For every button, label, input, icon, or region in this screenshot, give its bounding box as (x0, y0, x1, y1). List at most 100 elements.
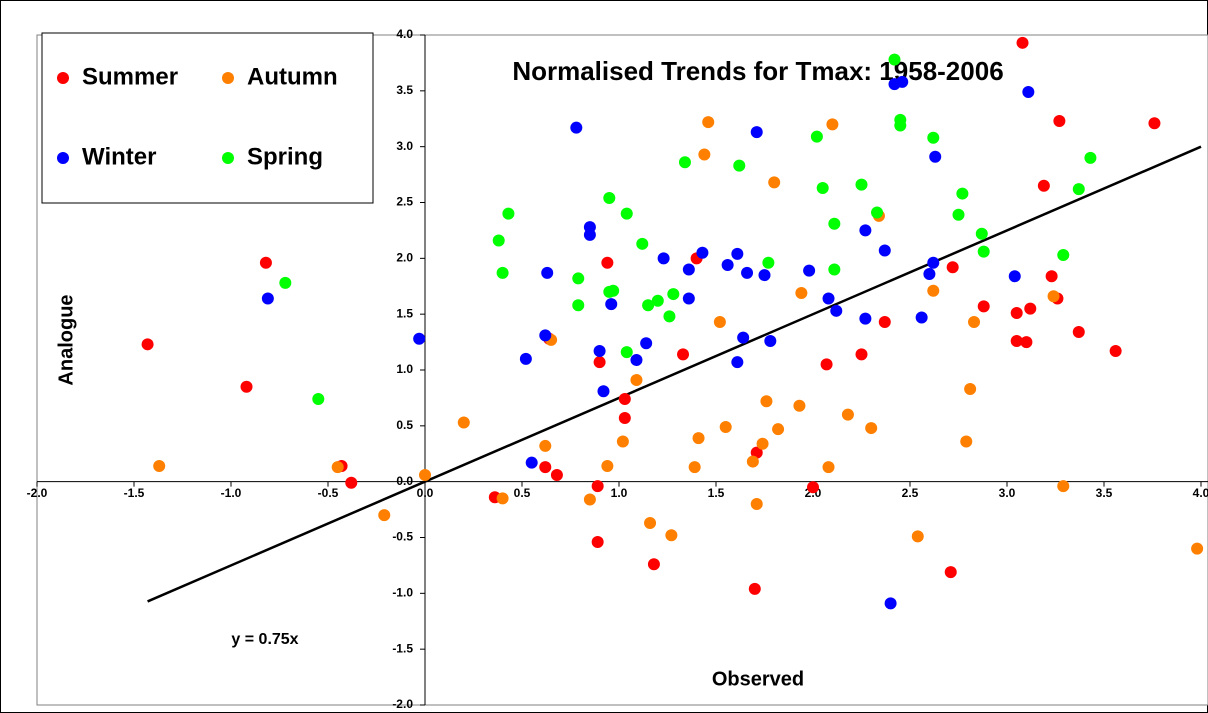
data-point (539, 461, 552, 474)
data-point (816, 181, 829, 194)
x-tick-label: 3.0 (999, 486, 1016, 500)
data-point (807, 481, 819, 494)
data-point (640, 337, 653, 350)
y-tick-label: 3.5 (396, 83, 413, 97)
x-tick-label: 0.5 (514, 486, 531, 500)
data-point (795, 286, 808, 299)
y-tick-label: 0.0 (396, 474, 413, 488)
data-point (1016, 36, 1029, 49)
data-point (768, 176, 781, 189)
data-point (764, 334, 777, 347)
x-tick-label: 3.5 (1096, 486, 1113, 500)
data-point (855, 178, 868, 191)
data-point (572, 299, 585, 312)
data-point (539, 329, 552, 342)
data-point (748, 582, 761, 595)
data-point (1024, 302, 1037, 315)
data-point (572, 272, 585, 285)
data-point (826, 118, 839, 131)
data-point (756, 437, 769, 450)
data-point (677, 348, 690, 361)
data-point (603, 192, 616, 205)
legend-label: Summer (82, 63, 178, 90)
data-point (644, 516, 657, 529)
data-point (731, 356, 744, 369)
data-point (519, 352, 532, 365)
data-point (865, 422, 878, 435)
legend-label: Winter (82, 143, 156, 170)
data-point (620, 346, 633, 359)
data-point (878, 244, 891, 257)
data-point (496, 492, 509, 505)
data-point (952, 208, 965, 221)
x-tick-label: -1.5 (124, 486, 145, 500)
data-point (750, 126, 763, 139)
data-point (713, 315, 726, 328)
data-point (859, 224, 872, 237)
trendline-label: y = 0.75x (231, 631, 298, 648)
y-tick-label: 1.0 (396, 362, 413, 376)
y-tick-label: 3.0 (396, 139, 413, 153)
data-point (1045, 270, 1058, 283)
legend-box (41, 32, 374, 204)
data-point (618, 393, 631, 406)
data-point (663, 310, 676, 323)
x-tick-label: 4.0 (1193, 486, 1208, 500)
legend-marker (57, 72, 69, 84)
y-tick-label: -2.0 (392, 697, 413, 711)
data-point (682, 292, 695, 305)
data-point (946, 261, 959, 274)
data-point (803, 264, 816, 277)
data-point (820, 358, 833, 371)
data-point (1020, 336, 1033, 349)
data-point (927, 256, 940, 269)
x-tick-label: -0.5 (318, 486, 339, 500)
x-axis-label: Observed (712, 668, 804, 690)
data-point (871, 206, 884, 219)
data-point (702, 116, 715, 129)
data-point (896, 75, 909, 88)
legend-marker (222, 72, 234, 84)
data-point (593, 345, 606, 358)
data-point (915, 311, 928, 324)
data-point (259, 256, 272, 269)
x-tick-label: -2.0 (27, 486, 48, 500)
data-point (793, 399, 806, 412)
data-point (758, 269, 771, 282)
data-point (502, 207, 515, 220)
data-point (929, 150, 942, 163)
data-point (964, 382, 977, 395)
data-point (810, 130, 823, 143)
data-point (884, 597, 897, 610)
x-tick-label: -1.0 (221, 486, 242, 500)
data-point (977, 300, 990, 313)
data-point (525, 456, 538, 469)
trendline (147, 145, 1202, 603)
data-point (698, 148, 711, 161)
data-point (616, 435, 629, 448)
data-point (667, 288, 680, 301)
data-point (977, 245, 990, 258)
data-point (665, 529, 678, 542)
y-tick-label: 0.5 (396, 418, 413, 432)
data-point (620, 207, 633, 220)
y-tick-label: 4.0 (396, 27, 413, 41)
x-tick-label: 1.0 (611, 486, 628, 500)
data-point (618, 412, 631, 425)
data-point (593, 356, 606, 369)
data-point (657, 252, 670, 265)
data-point (651, 294, 664, 307)
y-tick-label: 1.5 (396, 306, 413, 320)
data-point (1010, 307, 1023, 320)
data-point (1191, 542, 1204, 555)
data-point (1057, 480, 1070, 493)
y-tick-label: -0.5 (392, 530, 413, 544)
data-point (750, 498, 763, 510)
data-point (492, 234, 505, 247)
data-point (312, 393, 325, 406)
data-point (975, 227, 988, 240)
data-point (733, 159, 746, 172)
data-point (822, 461, 835, 474)
data-point (1037, 179, 1050, 192)
data-point (894, 119, 907, 132)
